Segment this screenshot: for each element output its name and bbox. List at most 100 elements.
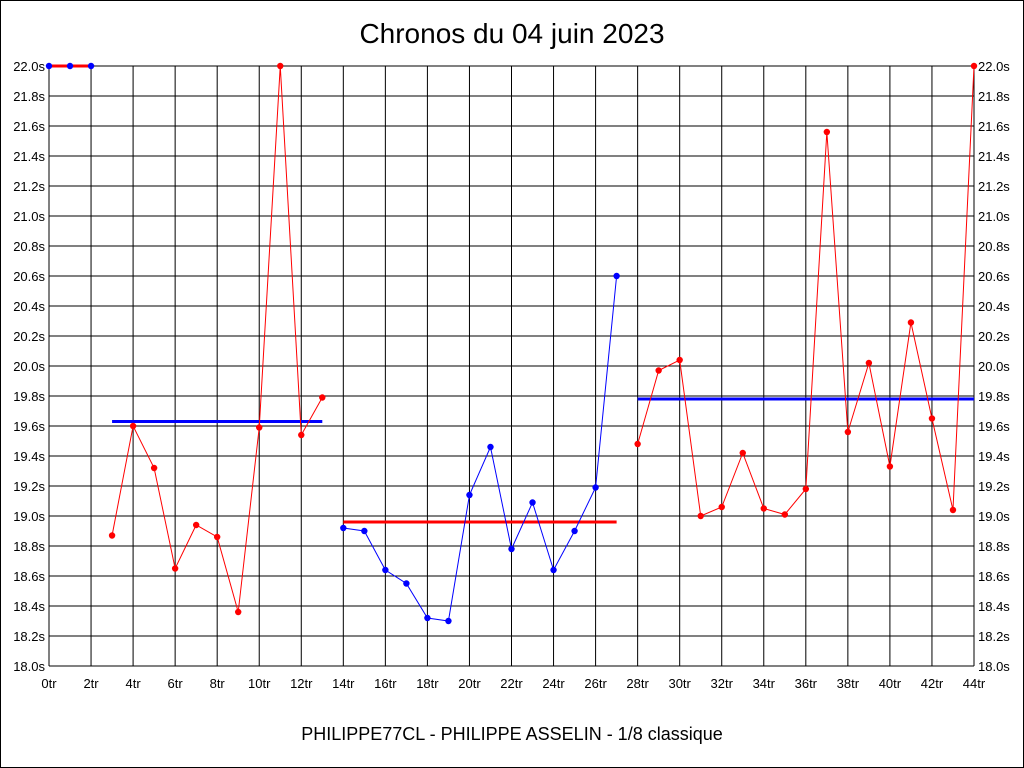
data-point	[928, 415, 936, 422]
data-point	[213, 533, 221, 541]
x-tick-label: 36tr	[795, 676, 818, 691]
data-point	[844, 428, 852, 436]
y-tick-label-right: 19.6s	[978, 419, 1010, 434]
data-point	[87, 62, 95, 70]
x-tick-label: 44tr	[963, 676, 986, 691]
y-tick-label-right: 18.8s	[978, 539, 1010, 554]
y-tick-label-right: 20.0s	[978, 359, 1010, 374]
data-point	[760, 505, 767, 512]
data-point	[907, 319, 915, 326]
x-tick-label: 0tr	[41, 676, 57, 691]
y-tick-label-left: 20.2s	[13, 329, 45, 344]
y-tick-label-left: 21.4s	[13, 149, 45, 164]
series-markers	[45, 62, 978, 625]
data-point	[171, 565, 179, 572]
y-tick-label-right: 19.8s	[978, 389, 1010, 404]
x-tick-label: 28tr	[626, 676, 649, 691]
tick-labels: 0tr 2tr 4tr 6tr 8tr 10tr 12tr 14tr 16tr 18tr 20tr 2…	[13, 59, 1010, 691]
data-point	[403, 580, 410, 587]
y-tick-label-left: 18.8s	[13, 539, 45, 554]
y-tick-label-right: 20.8s	[978, 239, 1010, 254]
x-tick-label: 42tr	[921, 676, 944, 691]
y-tick-label-right: 18.0s	[978, 659, 1010, 674]
y-tick-label-left: 18.2s	[13, 629, 45, 644]
grid-layer	[48, 65, 975, 667]
data-point	[697, 512, 704, 520]
data-point	[319, 394, 326, 401]
x-tick-label: 20tr	[458, 676, 481, 691]
data-point	[550, 566, 557, 574]
y-tick-label-left: 21.6s	[13, 119, 45, 134]
chart-title: Chronos du 04 juin 2023	[359, 18, 665, 49]
y-tick-label-right: 20.4s	[978, 299, 1010, 314]
x-tick-label: 34tr	[753, 676, 776, 691]
data-point	[129, 422, 137, 430]
data-point	[865, 359, 873, 367]
data-point	[655, 367, 662, 374]
chart-subtitle: PHILIPPE77CL - PHILIPPE ASSELIN - 1/8 cl…	[301, 724, 723, 744]
y-tick-label-left: 19.2s	[13, 479, 45, 494]
data-point	[718, 503, 725, 511]
y-tick-label-right: 18.6s	[978, 569, 1010, 584]
y-tick-label-left: 21.8s	[13, 89, 45, 104]
data-point	[949, 506, 957, 514]
x-tick-label: 10tr	[248, 676, 271, 691]
data-point	[340, 524, 347, 532]
x-tick-label: 4tr	[126, 676, 142, 691]
x-tick-label: 38tr	[837, 676, 860, 691]
data-point	[823, 128, 831, 136]
y-tick-label-right: 21.0s	[978, 209, 1010, 224]
y-tick-label-right: 20.2s	[978, 329, 1010, 344]
y-tick-label-right: 18.2s	[978, 629, 1010, 644]
data-point	[802, 485, 810, 493]
data-point	[781, 511, 788, 518]
data-point	[613, 272, 620, 280]
data-point	[45, 62, 53, 70]
data-point	[970, 62, 978, 70]
y-tick-label-left: 19.4s	[13, 449, 45, 464]
y-tick-label-left: 19.8s	[13, 389, 45, 404]
y-tick-label-right: 18.4s	[978, 599, 1010, 614]
y-tick-label-right: 21.6s	[978, 119, 1010, 134]
y-tick-label-left: 19.6s	[13, 419, 45, 434]
x-tick-label: 2tr	[83, 676, 99, 691]
x-tick-label: 40tr	[879, 676, 902, 691]
data-point	[66, 62, 74, 70]
data-point	[445, 617, 452, 625]
data-point	[382, 566, 389, 574]
data-point	[298, 431, 305, 439]
y-tick-label-left: 22.0s	[13, 59, 45, 74]
x-tick-label: 16tr	[374, 676, 397, 691]
x-tick-label: 14tr	[332, 676, 355, 691]
data-point	[277, 62, 284, 70]
data-point	[466, 491, 473, 499]
y-tick-label-right: 19.4s	[978, 449, 1010, 464]
data-point	[508, 545, 515, 553]
y-tick-label-left: 19.0s	[13, 509, 45, 524]
x-tick-label: 22tr	[500, 676, 523, 691]
y-tick-label-left: 20.6s	[13, 269, 45, 284]
series-line	[343, 275, 618, 622]
y-tick-label-left: 20.8s	[13, 239, 45, 254]
x-tick-label: 18tr	[416, 676, 439, 691]
x-tick-label: 30tr	[668, 676, 691, 691]
x-tick-label: 6tr	[168, 676, 184, 691]
y-tick-label-left: 21.0s	[13, 209, 45, 224]
y-tick-label-right: 22.0s	[978, 59, 1010, 74]
data-point	[739, 449, 746, 457]
x-tick-label: 12tr	[290, 676, 313, 691]
y-tick-label-right: 21.2s	[978, 179, 1010, 194]
data-point	[150, 464, 158, 472]
y-tick-label-left: 18.4s	[13, 599, 45, 614]
y-tick-label-right: 21.4s	[978, 149, 1010, 164]
y-tick-label-left: 20.0s	[13, 359, 45, 374]
data-point	[676, 356, 683, 364]
x-tick-label: 26tr	[584, 676, 607, 691]
data-point	[487, 443, 494, 451]
data-point	[571, 527, 578, 535]
data-point	[634, 440, 641, 448]
average-lines	[112, 397, 974, 524]
data-point	[592, 484, 599, 491]
data-point	[108, 532, 116, 539]
